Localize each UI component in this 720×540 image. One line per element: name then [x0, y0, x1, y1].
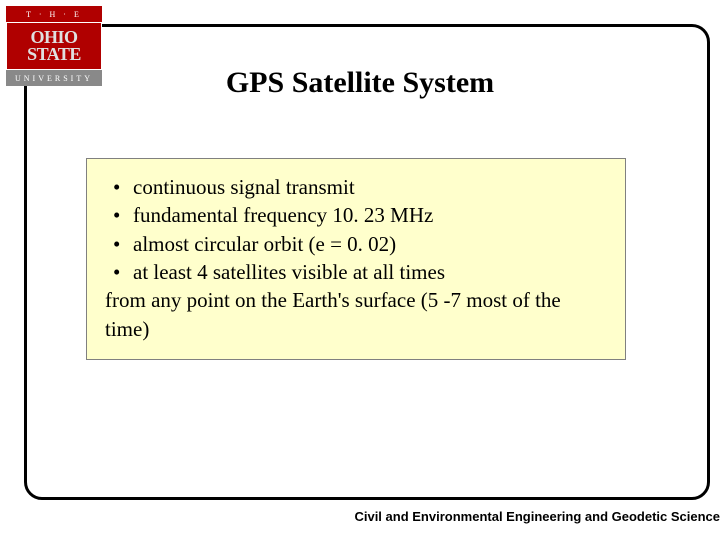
bullet-list: continuous signal transmit fundamental f… [105, 173, 607, 286]
bullet-item: almost circular orbit (e = 0. 02) [105, 230, 607, 258]
slide-title: GPS Satellite System [0, 66, 720, 100]
university-logo: T · H · E OHIO STATE UNIVERSITY [6, 6, 102, 90]
content-box: continuous signal transmit fundamental f… [86, 158, 626, 360]
logo-bot-band: UNIVERSITY [6, 70, 102, 86]
bullet-item: at least 4 satellites visible at all tim… [105, 258, 607, 286]
logo-mid-text: OHIO STATE [27, 29, 81, 63]
logo-top-text: T · H · E [26, 10, 82, 19]
logo-line2: STATE [27, 44, 81, 64]
wrap-text: from any point on the Earth's surface (5… [105, 286, 607, 343]
bullet-item: fundamental frequency 10. 23 MHz [105, 201, 607, 229]
footer-text: Civil and Environmental Engineering and … [354, 509, 720, 524]
logo-top-band: T · H · E [6, 6, 102, 22]
bullet-item: continuous signal transmit [105, 173, 607, 201]
logo-bot-text: UNIVERSITY [15, 74, 93, 83]
logo-mid-band: OHIO STATE [6, 22, 102, 70]
